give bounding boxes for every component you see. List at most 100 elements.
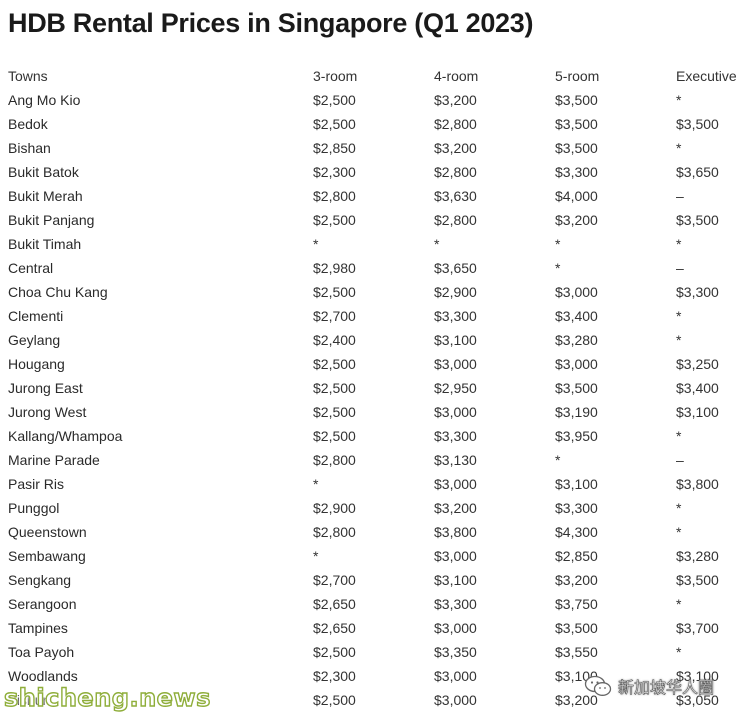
cell-5-room: $3,300 [555,164,598,180]
cell-5-room: $2,850 [555,548,598,564]
cell-3-room: * [313,548,319,564]
header-towns: Towns [8,68,48,84]
cell-5-room: $3,200 [555,692,598,708]
cell-town: Pasir Ris [8,476,65,492]
cell-3-room: $2,500 [313,404,356,420]
cell-town: Sembawang [8,548,86,564]
cell-4-room: $3,130 [434,452,477,468]
table-row: Jurong West $2,500 $3,000 $3,190 $3,100 [0,400,750,424]
cell-executive: * [676,140,682,156]
cell-executive: * [676,308,682,324]
cell-executive: * [676,500,682,516]
cell-3-room: $2,500 [313,284,356,300]
cell-3-room: $2,300 [313,668,356,684]
cell-town: Jurong East [8,380,83,396]
cell-3-room: $2,900 [313,500,356,516]
cell-4-room: $3,000 [434,668,477,684]
cell-3-room: $2,980 [313,260,356,276]
cell-4-room: $2,800 [434,164,477,180]
cell-4-room: $3,200 [434,500,477,516]
site-watermark: shicheng.news [3,683,211,712]
page-title: HDB Rental Prices in Singapore (Q1 2023) [8,8,534,38]
cell-3-room: * [313,476,319,492]
cell-5-room: $3,280 [555,332,598,348]
cell-executive: * [676,236,682,252]
cell-executive: $3,300 [676,284,719,300]
cell-4-room: $3,100 [434,332,477,348]
cell-executive: – [676,260,684,276]
cell-town: Bedok [8,116,48,132]
cell-executive: $3,280 [676,548,719,564]
cell-5-room: $3,500 [555,380,598,396]
table-row: Geylang $2,400 $3,100 $3,280 * [0,328,750,352]
table-body: Ang Mo Kio $2,500 $3,200 $3,500 * Bedok $2,500… [0,88,750,712]
cell-executive: $3,400 [676,380,719,396]
cell-executive: $3,700 [676,620,719,636]
cell-executive: * [676,92,682,108]
cell-town: Bukit Timah [8,236,82,252]
header-executive: Executive [676,68,737,84]
table-row: Bishan $2,850 $3,200 $3,500 * [0,136,750,160]
cell-3-room: $2,850 [313,140,356,156]
cell-5-room: $3,300 [555,500,598,516]
header-5-room: 5-room [555,68,600,84]
header-row: Towns 3-room 4-room 5-room Executive [0,64,750,88]
cell-town: Jurong West [8,404,87,420]
cell-5-room: $3,950 [555,428,598,444]
cell-town: Bukit Batok [8,164,79,180]
cell-4-room: $3,000 [434,476,477,492]
cell-executive: * [676,644,682,660]
cell-5-room: $3,550 [555,644,598,660]
cell-3-room: $2,700 [313,308,356,324]
header-3-room: 3-room [313,68,358,84]
cell-4-room: $2,900 [434,284,477,300]
cell-4-room: * [434,236,440,252]
cell-town: Marine Parade [8,452,100,468]
cell-executive: – [676,188,684,204]
cell-3-room: $2,300 [313,164,356,180]
cell-4-room: $3,000 [434,404,477,420]
cell-3-room: $2,650 [313,620,356,636]
table-row: Bukit Merah $2,800 $3,630 $4,000 – [0,184,750,208]
cell-3-room: $2,500 [313,692,356,708]
cell-town: Yishun [8,692,51,708]
cell-executive: $3,500 [676,212,719,228]
cell-4-room: $3,300 [434,428,477,444]
cell-executive: $3,100 [676,404,719,420]
cell-town: Sengkang [8,572,72,588]
cell-4-room: $3,800 [434,524,477,540]
cell-4-room: $3,100 [434,572,477,588]
cell-3-room: $2,500 [313,116,356,132]
table-row: Jurong East $2,500 $2,950 $3,500 $3,400 [0,376,750,400]
table-row: Serangoon $2,650 $3,300 $3,750 * [0,592,750,616]
cell-5-room: $3,000 [555,356,598,372]
cell-4-room: $3,000 [434,692,477,708]
cell-3-room: * [313,236,319,252]
cell-town: Bishan [8,140,51,156]
cell-4-room: $3,200 [434,92,477,108]
cell-executive: * [676,332,682,348]
cell-5-room: * [555,260,561,276]
cell-town: Geylang [8,332,61,348]
table-row: Sengkang $2,700 $3,100 $3,200 $3,500 [0,568,750,592]
cell-3-room: $2,400 [313,332,356,348]
cell-executive: $3,250 [676,356,719,372]
table-row: Marine Parade $2,800 $3,130 * – [0,448,750,472]
cell-3-room: $2,500 [313,380,356,396]
cell-5-room: $3,200 [555,572,598,588]
cell-executive: – [676,452,684,468]
table-row: Toa Payoh $2,500 $3,350 $3,550 * [0,640,750,664]
cell-4-room: $3,630 [434,188,477,204]
cell-5-room: $3,500 [555,92,598,108]
cell-4-room: $2,800 [434,212,477,228]
table-row: Pasir Ris * $3,000 $3,100 $3,800 [0,472,750,496]
cell-5-room: $3,000 [555,284,598,300]
cell-executive: $3,800 [676,476,719,492]
cell-executive: $3,500 [676,116,719,132]
table-row: Clementi $2,700 $3,300 $3,400 * [0,304,750,328]
table-row: Tampines $2,650 $3,000 $3,500 $3,700 [0,616,750,640]
cell-4-room: $3,200 [434,140,477,156]
table-row: Punggol $2,900 $3,200 $3,300 * [0,496,750,520]
cell-5-room: $3,500 [555,116,598,132]
table-row: Hougang $2,500 $3,000 $3,000 $3,250 [0,352,750,376]
